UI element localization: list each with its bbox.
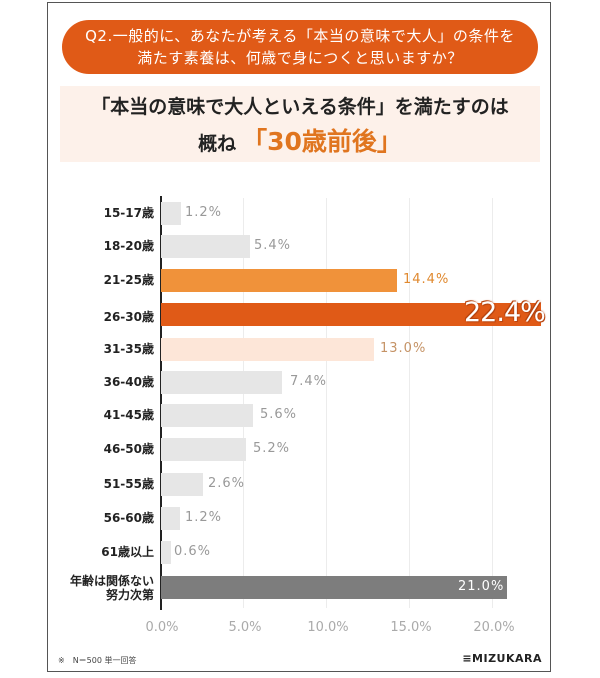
bar-effort bbox=[161, 576, 507, 599]
gridline-10 bbox=[326, 198, 327, 608]
bar-36-40 bbox=[161, 371, 282, 394]
question-line-1: Q2.一般的に、あなたが考える「本当の意味で大人」の条件を bbox=[85, 27, 515, 45]
x-tick: 20.0% bbox=[473, 620, 515, 635]
bar-value: 5.2% bbox=[253, 441, 291, 456]
bar-31-35 bbox=[161, 338, 374, 361]
question-banner: Q2.一般的に、あなたが考える「本当の意味で大人」の条件を 満たす素養は、何歳で… bbox=[62, 20, 538, 74]
x-tick: 0.0% bbox=[145, 620, 179, 635]
bar-15-17 bbox=[161, 202, 181, 225]
bar-value: 13.0% bbox=[380, 341, 427, 356]
bar-value: 5.6% bbox=[260, 407, 298, 422]
bar-value: 14.4% bbox=[403, 272, 450, 287]
bar-46-50 bbox=[161, 438, 246, 461]
summary-prefix: 概ね bbox=[198, 133, 237, 155]
brand-logo: ≡MIZUKARA bbox=[462, 652, 542, 665]
summary-line-2: 概ね 「30歳前後」 bbox=[60, 122, 540, 158]
bar-26-30 bbox=[161, 303, 541, 326]
y-axis-line bbox=[160, 196, 162, 610]
row-label: 年齢は関係ない 努力次第 bbox=[34, 574, 154, 602]
row-label: 15-17歳 bbox=[103, 206, 154, 220]
question-line-2: 満たす素養は、何歳で身につくと思いますか？ bbox=[137, 49, 463, 67]
row-label: 46-50歳 bbox=[103, 442, 154, 456]
bar-value: 2.6% bbox=[208, 476, 246, 491]
bar-value: 21.0% bbox=[458, 579, 505, 594]
bar-21-25 bbox=[161, 269, 397, 292]
logo-text: MIZUKARA bbox=[472, 652, 542, 665]
gridline-15 bbox=[409, 198, 410, 608]
row-label: 56-60歳 bbox=[103, 511, 154, 525]
gridline-20 bbox=[492, 198, 493, 608]
row-label: 51-55歳 bbox=[103, 477, 154, 491]
bar-value: 5.4% bbox=[254, 238, 292, 253]
bar-value: 1.2% bbox=[185, 510, 223, 525]
logo-mark-icon: ≡ bbox=[462, 652, 473, 665]
bar-56-60 bbox=[161, 507, 180, 530]
summary-box: 「本当の意味で大人といえる条件」を満たすのは 概ね 「30歳前後」 bbox=[60, 86, 540, 162]
bar-51-55 bbox=[161, 473, 203, 496]
row-label: 18-20歳 bbox=[103, 239, 154, 253]
row-label: 36-40歳 bbox=[103, 375, 154, 389]
x-tick: 5.0% bbox=[228, 620, 262, 635]
summary-highlight: 「30歳前後」 bbox=[242, 127, 402, 156]
gridline-5 bbox=[243, 198, 244, 608]
row-label: 21-25歳 bbox=[103, 273, 154, 287]
row-label-line-1: 年齢は関係ない bbox=[69, 574, 154, 588]
summary-line-1: 「本当の意味で大人といえる条件」を満たすのは bbox=[91, 96, 509, 118]
row-label: 61歳以上 bbox=[101, 545, 154, 559]
bar-41-45 bbox=[161, 404, 253, 427]
bar-value: 22.4% bbox=[464, 297, 546, 328]
row-label-line-2: 努力次第 bbox=[105, 588, 154, 602]
bar-61-plus bbox=[161, 541, 171, 564]
bar-value: 1.2% bbox=[185, 205, 223, 220]
bar-value: 7.4% bbox=[290, 374, 328, 389]
bar-value: 0.6% bbox=[174, 544, 212, 559]
x-tick: 15.0% bbox=[390, 620, 432, 635]
bar-18-20 bbox=[161, 235, 250, 258]
sample-note: ※ N＝500 単一回答 bbox=[58, 656, 137, 665]
row-label: 26-30歳 bbox=[103, 310, 154, 324]
row-label: 31-35歳 bbox=[103, 342, 154, 356]
row-label: 41-45歳 bbox=[103, 408, 154, 422]
x-tick: 10.0% bbox=[307, 620, 349, 635]
